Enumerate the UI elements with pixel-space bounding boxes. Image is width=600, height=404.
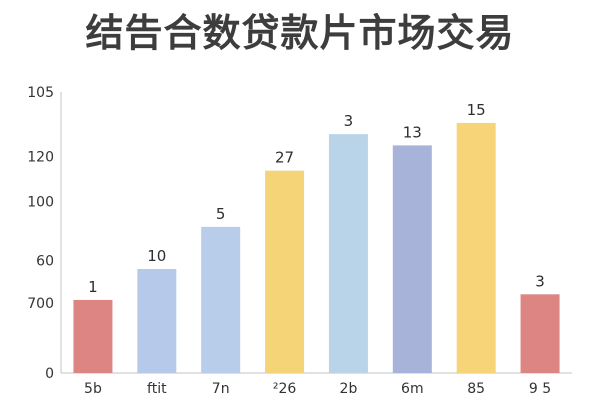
x-tick-label: 9 5 bbox=[529, 381, 551, 397]
data-label: 15 bbox=[467, 101, 486, 119]
x-axis-ticks: 5b ftit 7n ²26 2b 6m 85 9 5 bbox=[84, 381, 551, 397]
data-label: 5 bbox=[216, 205, 226, 223]
data-label: 27 bbox=[275, 149, 294, 167]
data-labels-group: 1 10 5 27 3 13 15 3 bbox=[88, 101, 545, 296]
bar bbox=[265, 170, 305, 373]
bar bbox=[328, 134, 368, 373]
data-label: 3 bbox=[535, 272, 545, 290]
y-tick-label: 120 bbox=[27, 150, 54, 166]
y-axis-ticks: 0 700 60 100 120 105 bbox=[27, 85, 54, 382]
bar bbox=[201, 226, 241, 373]
y-tick-label: 100 bbox=[27, 195, 54, 211]
data-label: 13 bbox=[403, 123, 422, 141]
data-label: 1 bbox=[88, 278, 98, 296]
bar bbox=[456, 122, 496, 373]
x-tick-label: 5b bbox=[84, 381, 102, 397]
chart-title: 结告合数贷款片市场交易 bbox=[85, 11, 515, 55]
bar bbox=[520, 294, 560, 373]
x-tick-label: 7n bbox=[212, 381, 230, 397]
x-tick-label: 85 bbox=[467, 381, 485, 397]
y-tick-label: 700 bbox=[27, 296, 54, 312]
x-tick-label: ²26 bbox=[273, 381, 297, 397]
data-label: 10 bbox=[147, 247, 166, 265]
y-tick-label: 105 bbox=[27, 85, 54, 101]
y-tick-label: 0 bbox=[45, 366, 54, 382]
bars-group bbox=[73, 122, 560, 373]
x-tick-label: 6m bbox=[401, 381, 424, 397]
x-tick-label: 2b bbox=[340, 381, 358, 397]
data-label: 3 bbox=[344, 112, 354, 130]
bar bbox=[392, 145, 432, 373]
bar bbox=[137, 269, 177, 373]
bar bbox=[73, 299, 113, 373]
y-tick-label: 60 bbox=[36, 254, 54, 270]
x-tick-label: ftit bbox=[147, 381, 167, 397]
